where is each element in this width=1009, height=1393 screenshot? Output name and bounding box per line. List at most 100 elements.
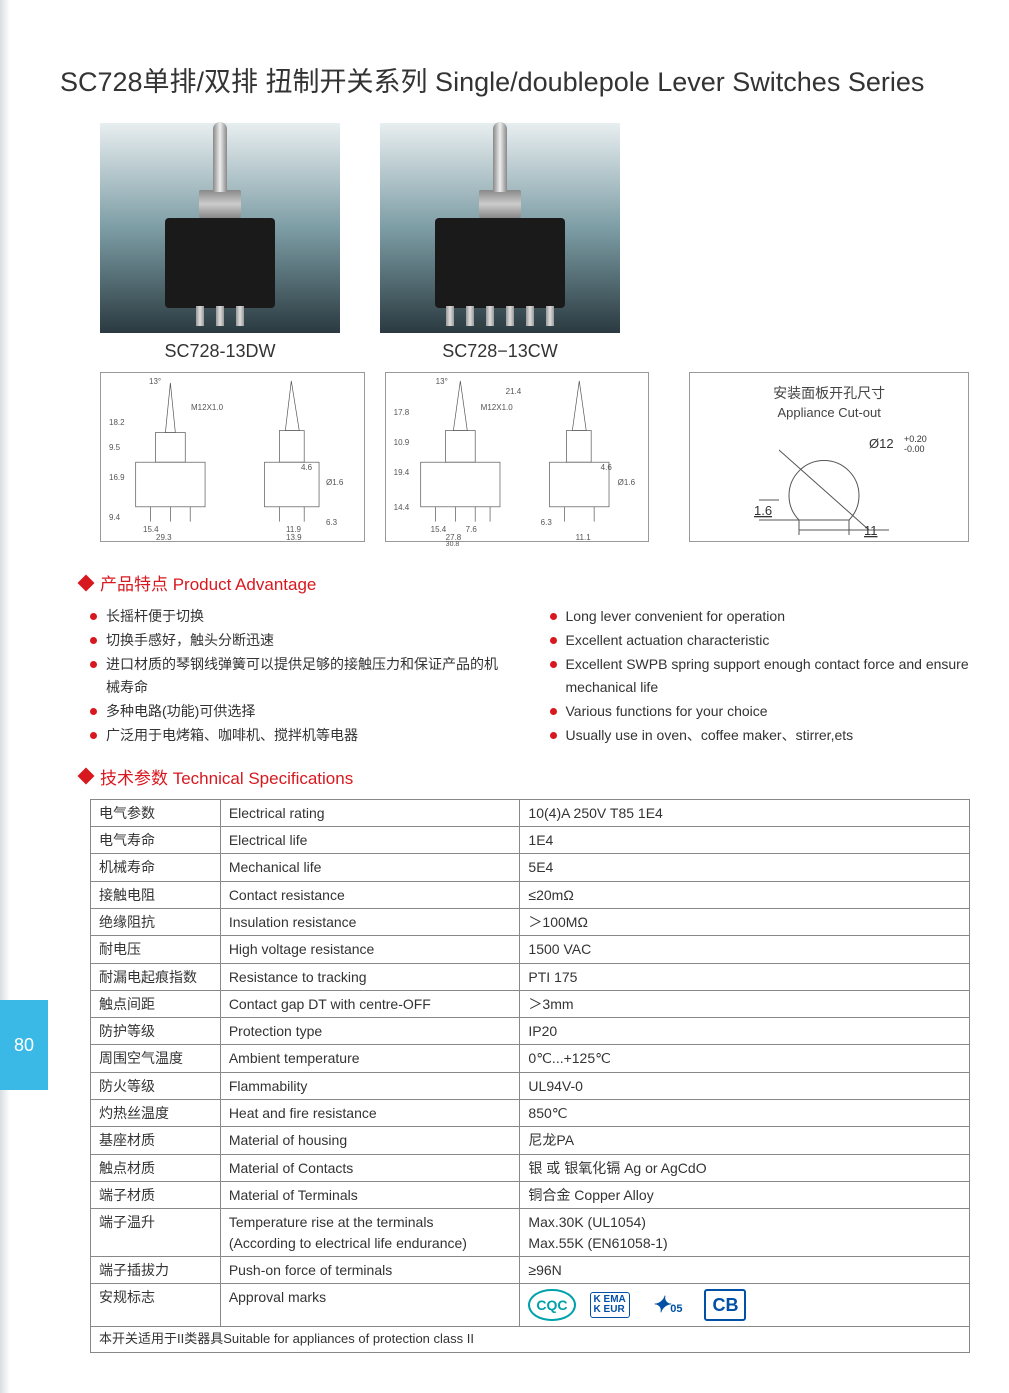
product-photos-row: SC728-13DW SC728−13CW — [100, 123, 969, 362]
table-row: 端子插拔力Push-on force of terminals≥96N — [91, 1256, 970, 1283]
switch-lever-icon — [493, 122, 507, 192]
dim-label: 29.3 — [156, 533, 172, 542]
pin-icon — [216, 306, 224, 326]
dim-label: 4.6 — [601, 463, 612, 472]
footer-note: 本开关适用于II类器具Suitable for appliances of pr… — [91, 1327, 970, 1353]
product-left: SC728-13DW — [100, 123, 340, 362]
advantage-item: 多种电路(功能)可供选择 — [90, 700, 510, 724]
table-row: 灼热丝温度Heat and fire resistance850℃ — [91, 1100, 970, 1127]
spec-cn: 端子温升 — [91, 1209, 221, 1257]
dim-label: M12X1.0 — [481, 403, 513, 412]
dim-label: 14.4 — [394, 503, 410, 512]
pin-icon — [466, 306, 474, 326]
pin-icon — [506, 306, 514, 326]
dim-label: 19.4 — [394, 468, 410, 477]
spec-en: Material of Terminals — [220, 1181, 520, 1208]
spec-cn: 防护等级 — [91, 1018, 221, 1045]
table-row: 防火等级FlammabilityUL94V-0 — [91, 1072, 970, 1099]
spec-cn: 电气寿命 — [91, 827, 221, 854]
table-row: 触点材质Material of Contacts银 或 银氧化镉 Ag or A… — [91, 1154, 970, 1181]
advantage-item: 进口材质的琴钢线弹簧可以提供足够的接触压力和保证产品的机械寿命 — [90, 653, 510, 701]
spec-en: Resistance to tracking — [220, 963, 520, 990]
advantage-item: Various functions for your choice — [550, 700, 970, 724]
advantage-item: 广泛用于电烤箱、咖啡机、搅拌机等电器 — [90, 724, 510, 748]
spec-value: 银 或 银氧化镉 Ag or AgCdO — [520, 1154, 970, 1181]
cutout-tol-lower: -0.00 — [904, 444, 925, 454]
table-footer-row: 本开关适用于II类器具Suitable for appliances of pr… — [91, 1327, 970, 1353]
datasheet-page: 80 SC728单排/双排 扭制开关系列 Single/doublepole L… — [0, 0, 1009, 1393]
section-header-advantage: 产品特点 Product Advantage — [80, 570, 969, 595]
page-title: SC728单排/双排 扭制开关系列 Single/doublepole Leve… — [60, 40, 969, 99]
pin-icon — [486, 306, 494, 326]
spec-cn: 机械寿命 — [91, 854, 221, 881]
page-binding-edge — [0, 0, 10, 1393]
spec-value: 10(4)A 250V T85 1E4 — [520, 799, 970, 826]
cutout-dia: Ø12 — [869, 436, 894, 451]
spec-value: ≤20mΩ — [520, 881, 970, 908]
diamond-icon — [78, 574, 95, 591]
cert-swirl-icon: ✦05 — [644, 1287, 691, 1323]
spec-cn: 基座材质 — [91, 1127, 221, 1154]
switch-lever-icon — [213, 122, 227, 192]
dim-label: 16.9 — [109, 473, 125, 482]
spec-en: Push-on force of terminals — [220, 1256, 520, 1283]
spec-en: Temperature rise at the terminals(Accord… — [220, 1209, 520, 1257]
dim-label: 17.8 — [394, 408, 410, 417]
dim-label: 9.4 — [109, 513, 120, 522]
technical-drawing-left: 13° M12X1.0 18.2 9.5 16.9 9.4 15.4 29.3 … — [100, 372, 365, 542]
spec-cn: 周围空气温度 — [91, 1045, 221, 1072]
spec-cn: 耐漏电起痕指数 — [91, 963, 221, 990]
cutout-title-cn: 安装面板开孔尺寸 — [700, 383, 958, 403]
cutout-width: 11 — [864, 523, 878, 538]
spec-en: Mechanical life — [220, 854, 520, 881]
spec-value: 1E4 — [520, 827, 970, 854]
dim-label: M12X1.0 — [191, 403, 223, 412]
switch-pins-icon — [196, 306, 244, 326]
dim-label: 7.6 — [466, 525, 477, 534]
dim-label: 6.3 — [326, 518, 337, 527]
spec-value: 尼龙PA — [520, 1127, 970, 1154]
dim-label: Ø1.6 — [326, 478, 343, 487]
spec-en: Material of Contacts — [220, 1154, 520, 1181]
product-photo-left — [100, 123, 340, 333]
spec-cn: 电气参数 — [91, 799, 221, 826]
product-label-left: SC728-13DW — [100, 341, 340, 362]
cutout-svg: Ø12 +0.20 -0.00 1.6 11 — [719, 430, 939, 540]
table-row: 防护等级Protection typeIP20 — [91, 1018, 970, 1045]
spec-en: Ambient temperature — [220, 1045, 520, 1072]
dim-label: 15.4 — [431, 525, 447, 534]
dim-label: 10.9 — [394, 438, 410, 447]
dim-label: 13° — [149, 377, 161, 386]
dim-label: 6.3 — [541, 518, 552, 527]
table-row: 基座材质Material of housing尼龙PA — [91, 1127, 970, 1154]
spec-en: Material of housing — [220, 1127, 520, 1154]
cert-cqc-icon: CQC — [528, 1289, 575, 1321]
dim-label: 30.8 — [446, 541, 460, 548]
spec-value: 0℃...+125℃ — [520, 1045, 970, 1072]
product-right: SC728−13CW — [380, 123, 620, 362]
cutout-diagram: 安装面板开孔尺寸 Appliance Cut-out Ø12 +0.20 -0.… — [689, 372, 969, 542]
table-row: 周围空气温度Ambient temperature0℃...+125℃ — [91, 1045, 970, 1072]
table-row: 接触电阻Contact resistance≤20mΩ — [91, 881, 970, 908]
spec-cn: 端子材质 — [91, 1181, 221, 1208]
pin-icon — [196, 306, 204, 326]
advantages-right: Long lever convenient for operationExcel… — [550, 605, 970, 748]
advantage-item: 长摇杆便于切换 — [90, 605, 510, 629]
spec-en: High voltage resistance — [220, 936, 520, 963]
page-number-tab: 80 — [0, 1000, 48, 1090]
advantage-item: 切换手感好，触头分断迅速 — [90, 629, 510, 653]
table-row: 安规标志Approval marksCQCK EMAK EUR✦05CB — [91, 1284, 970, 1327]
advantages-columns: 长摇杆便于切换切换手感好，触头分断迅速进口材质的琴钢线弹簧可以提供足够的接触压力… — [90, 605, 969, 748]
dim-label: 18.2 — [109, 418, 125, 427]
cutout-tol-upper: +0.20 — [904, 434, 927, 444]
advantage-item: Excellent actuation characteristic — [550, 629, 970, 653]
table-row: 端子温升Temperature rise at the terminals(Ac… — [91, 1209, 970, 1257]
spec-en: Electrical rating — [220, 799, 520, 826]
advantage-item: Long lever convenient for operation — [550, 605, 970, 629]
dim-label: 13° — [436, 377, 448, 386]
cutout-title-en: Appliance Cut-out — [700, 405, 958, 420]
technical-drawing-right: 13° M12X1.0 21.4 17.8 10.9 19.4 14.4 15.… — [385, 372, 650, 542]
dim-label: 13.9 — [286, 533, 302, 542]
switch-body-icon — [435, 218, 565, 308]
table-row: 绝缘阻抗Insulation resistance＞100MΩ — [91, 908, 970, 935]
